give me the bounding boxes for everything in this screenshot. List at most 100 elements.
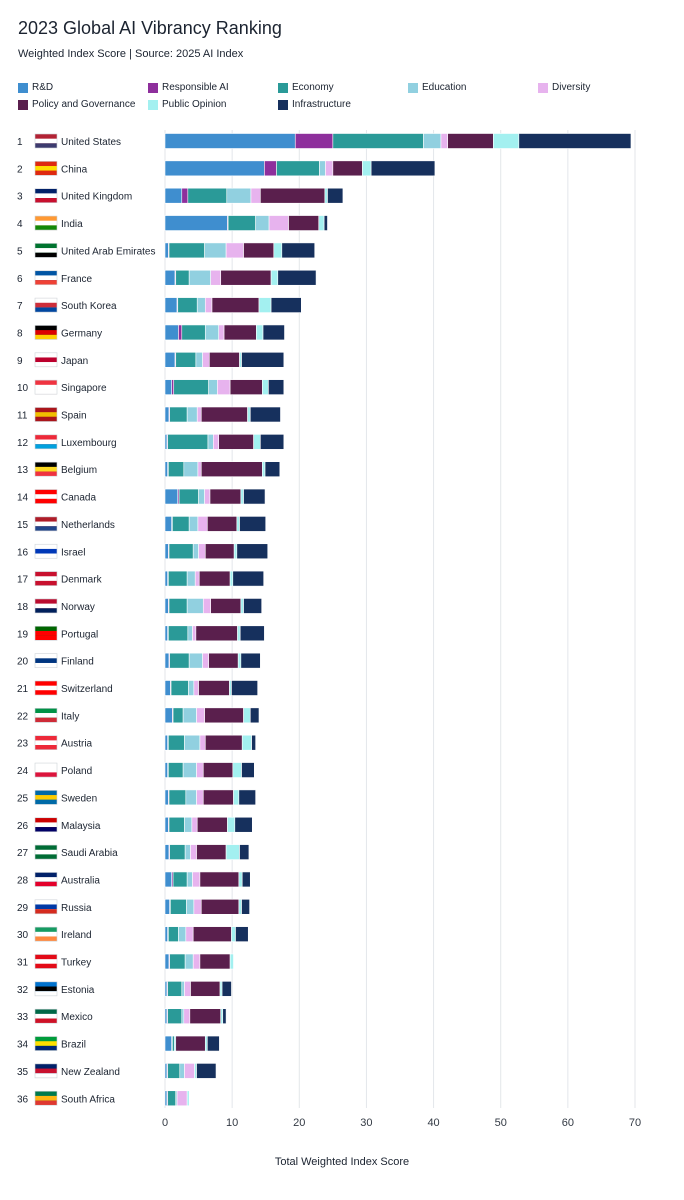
bar-segment xyxy=(262,379,269,395)
bar-segment xyxy=(172,1035,175,1052)
bar-segment xyxy=(168,816,185,833)
legend-label: Diversity xyxy=(552,82,591,93)
bar-segment xyxy=(240,488,244,505)
bar-segment xyxy=(164,406,170,423)
rank-label: 16 xyxy=(17,547,29,558)
bar-segment xyxy=(181,1008,185,1025)
country-label: Luxembourg xyxy=(61,438,117,449)
bar-segment xyxy=(227,215,256,231)
bar-row: 3 United Kingdom xyxy=(17,187,344,204)
bar-segment xyxy=(175,1035,206,1052)
country-label: Denmark xyxy=(61,575,103,586)
bar-segment xyxy=(199,871,240,888)
bar-segment xyxy=(243,707,251,724)
rank-label: 15 xyxy=(17,520,29,531)
legend-label: Education xyxy=(422,82,467,93)
country-label: China xyxy=(61,164,88,175)
bar-row: 2 China xyxy=(17,160,436,177)
bar-segment xyxy=(235,926,249,942)
bar-segment xyxy=(270,297,302,313)
bar-segment xyxy=(170,898,187,915)
country-label: Sweden xyxy=(61,793,97,804)
bar-segment xyxy=(294,133,334,149)
rank-label: 33 xyxy=(17,1012,29,1023)
bar-segment xyxy=(229,680,232,696)
bar-segment xyxy=(192,953,201,970)
flag-icon xyxy=(34,790,58,805)
bar-segment xyxy=(188,269,211,286)
bar-segment xyxy=(187,625,193,642)
flag-icon xyxy=(34,762,58,778)
legend-item: Diversity xyxy=(538,82,590,93)
country-label: Portugal xyxy=(61,629,98,640)
bar-segment xyxy=(202,789,234,806)
bar-segment xyxy=(318,215,325,231)
flag-icon xyxy=(34,489,58,504)
bar-segment xyxy=(164,351,176,368)
legend-label: Economy xyxy=(292,82,334,93)
bar-segment xyxy=(164,625,168,642)
bar-segment xyxy=(164,1008,168,1025)
bar-segment xyxy=(370,160,436,177)
country-label: Israel xyxy=(61,547,85,558)
bar-segment xyxy=(184,734,201,751)
bar-segment xyxy=(167,981,183,997)
bar-segment xyxy=(240,652,261,669)
bar-segment xyxy=(247,406,251,423)
bar-segment xyxy=(168,598,188,614)
bar-segment xyxy=(323,215,328,231)
bar-segment xyxy=(164,680,171,696)
flag-icon xyxy=(34,379,58,395)
x-tick-label: 20 xyxy=(293,1117,305,1129)
rank-label: 31 xyxy=(17,958,29,969)
country-label: Brazil xyxy=(61,1040,86,1051)
flag-icon xyxy=(34,817,58,833)
legend-swatch xyxy=(278,82,288,93)
bar-segment xyxy=(229,953,234,970)
bar-segment xyxy=(181,981,185,997)
bar-segment xyxy=(186,570,196,587)
flag-icon xyxy=(34,270,58,286)
bar-segment xyxy=(262,324,285,341)
rank-label: 36 xyxy=(17,1094,29,1105)
bar-segment xyxy=(176,1090,188,1107)
bar-segment xyxy=(184,844,191,860)
bar-segment xyxy=(264,461,281,478)
bar-segment xyxy=(169,844,186,860)
bar-segment xyxy=(167,434,209,450)
bar-segment xyxy=(229,379,263,395)
bar-segment xyxy=(423,133,442,149)
bar-row: 30 Ireland xyxy=(17,926,249,942)
bar-segment xyxy=(164,242,169,259)
bar-segment xyxy=(198,488,205,505)
bar-row: 32 Estonia xyxy=(17,981,232,997)
bar-segment xyxy=(164,953,170,970)
bar-row: 26 Malaysia xyxy=(17,816,253,833)
bar-segment xyxy=(264,160,277,177)
flag-icon xyxy=(34,133,58,149)
legend-item: Education xyxy=(408,82,466,93)
chart-legend: R&D Responsible AI Economy Education Diversi… xyxy=(18,82,668,118)
bar-segment xyxy=(178,324,183,341)
bar-segment xyxy=(199,953,231,970)
bar-segment xyxy=(210,598,242,614)
bar-segment xyxy=(229,570,234,587)
flag-icon xyxy=(34,1008,58,1024)
rank-label: 23 xyxy=(17,739,29,750)
bar-segment xyxy=(196,707,205,724)
bar-segment xyxy=(210,269,222,286)
bar-segment xyxy=(199,734,206,751)
rank-label: 19 xyxy=(17,629,29,640)
bar-segment xyxy=(493,133,520,149)
rank-label: 5 xyxy=(17,246,23,257)
bar-segment xyxy=(164,1035,173,1052)
legend-item: Responsible AI xyxy=(148,82,229,93)
bar-row: 29 Russia xyxy=(17,898,250,915)
rank-label: 12 xyxy=(17,438,29,449)
bar-row: 11 Spain xyxy=(17,406,281,423)
bar-segment xyxy=(164,652,170,669)
bar-row: 20 Finland xyxy=(17,652,261,669)
bar-segment xyxy=(164,734,168,751)
bar-segment xyxy=(227,816,236,833)
country-label: Spain xyxy=(61,411,87,422)
